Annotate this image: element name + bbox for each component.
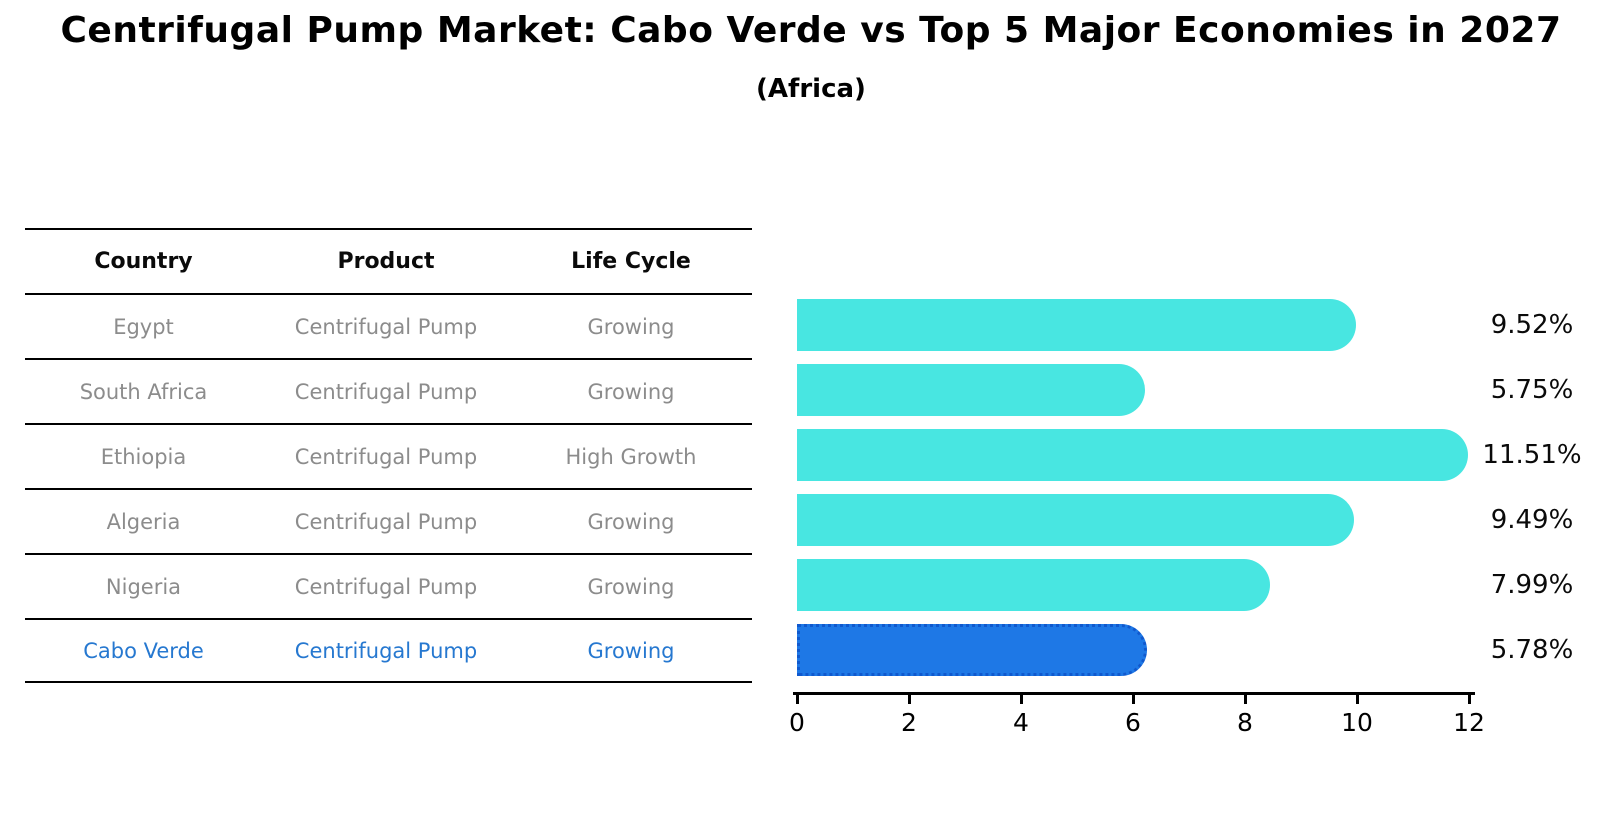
table-row: Ethiopia Centrifugal Pump High Growth (25, 423, 752, 488)
bar-algeria (797, 494, 1355, 546)
cell-country: Nigeria (105, 574, 182, 599)
cell-product: Centrifugal Pump (294, 574, 478, 599)
bar-chart: 9.52% 5.75% 11.51% 9.49% 7.99% 5.78% (797, 228, 1582, 683)
table-row: Nigeria Centrifugal Pump Growing (25, 553, 752, 618)
tick-label: 0 (789, 708, 805, 737)
cell-product: Centrifugal Pump (294, 638, 478, 663)
x-axis-line (793, 692, 1475, 695)
value-label: 9.49% (1490, 505, 1574, 535)
bar-ethiopia (797, 429, 1468, 481)
tick-label: 12 (1453, 708, 1485, 737)
tick-label: 8 (1237, 708, 1253, 737)
bar-south-africa (797, 364, 1145, 416)
value-label: 5.75% (1490, 375, 1574, 405)
cell-life-cycle: Growing (587, 379, 675, 404)
value-label: 11.51% (1482, 440, 1582, 470)
chart-title: Centrifugal Pump Market: Cabo Verde vs T… (60, 10, 1562, 51)
table-row: Algeria Centrifugal Pump Growing (25, 488, 752, 553)
cell-product: Centrifugal Pump (294, 314, 478, 339)
cell-country: Algeria (106, 509, 181, 534)
tick-mark (796, 695, 799, 704)
bar-row-algeria: 9.49% (797, 488, 1573, 553)
bar-row-ethiopia: 11.51% (797, 423, 1582, 488)
bar-nigeria (797, 559, 1271, 611)
column-header-life-cycle: Life Cycle (571, 249, 691, 274)
cell-life-cycle: High Growth (565, 444, 697, 469)
tick-label: 4 (1013, 708, 1029, 737)
tick-mark (1356, 695, 1359, 704)
chart-subtitle: (Africa) (756, 74, 866, 104)
cell-product: Centrifugal Pump (294, 509, 478, 534)
bar-egypt (797, 299, 1357, 351)
cell-life-cycle: Growing (587, 509, 675, 534)
value-label: 9.52% (1490, 310, 1574, 340)
tick-mark (1132, 695, 1135, 704)
cell-country: Egypt (113, 314, 174, 339)
value-label: 7.99% (1490, 570, 1574, 600)
tick-mark (1244, 695, 1247, 704)
table-row: Egypt Centrifugal Pump Growing (25, 293, 752, 358)
tick-mark (1020, 695, 1023, 704)
x-axis: 0 2 4 6 8 10 12 (789, 692, 1485, 752)
tick-label: 2 (901, 708, 917, 737)
bar-row-cabo-verde: 5.78% (797, 618, 1573, 683)
tick-mark (1468, 695, 1471, 704)
cell-life-cycle: Growing (587, 574, 675, 599)
country-table: Country Product Life Cycle Egypt Centrif… (25, 228, 752, 683)
column-header-country: Country (94, 249, 193, 274)
cell-product: Centrifugal Pump (294, 379, 478, 404)
tick-mark (908, 695, 911, 704)
table-row: South Africa Centrifugal Pump Growing (25, 358, 752, 423)
cell-country: Cabo Verde (83, 638, 204, 663)
cell-life-cycle: Growing (587, 638, 675, 663)
cell-life-cycle: Growing (587, 314, 675, 339)
bar-row-egypt: 9.52% (797, 293, 1573, 358)
bar-row-south-africa: 5.75% (797, 358, 1573, 423)
cell-product: Centrifugal Pump (294, 444, 478, 469)
cell-country: South Africa (79, 379, 208, 404)
bar-row-nigeria: 7.99% (797, 553, 1573, 618)
table-row-cabo-verde: Cabo Verde Centrifugal Pump Growing (25, 618, 752, 683)
value-label: 5.78% (1490, 635, 1574, 665)
bar-cabo-verde-highlighted (797, 624, 1147, 676)
tick-label: 6 (1125, 708, 1141, 737)
table-header-row: Country Product Life Cycle (25, 228, 752, 293)
tick-label: 10 (1341, 708, 1373, 737)
cell-country: Ethiopia (100, 444, 187, 469)
column-header-product: Product (337, 249, 435, 274)
